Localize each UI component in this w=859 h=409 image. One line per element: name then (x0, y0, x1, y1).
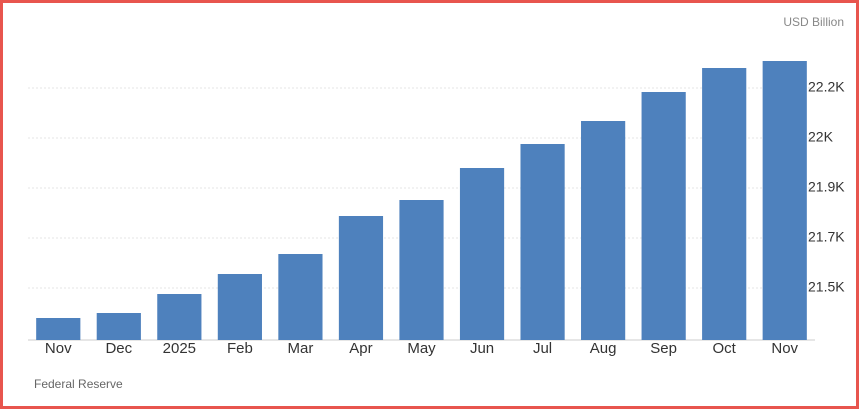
x-tick-label: Nov (771, 340, 798, 357)
bar (762, 61, 807, 340)
bar (641, 92, 686, 340)
unit-label: USD Billion (783, 15, 844, 29)
bar (278, 254, 323, 340)
x-tick-label: 2025 (163, 340, 196, 357)
source: Federal Reserve (34, 377, 123, 391)
bar (581, 121, 626, 340)
x-tick-label: Jun (470, 340, 494, 357)
bar (96, 313, 141, 340)
y-tick-label: 22K (808, 129, 834, 145)
x-tick-label: Apr (349, 340, 372, 357)
x-tick-label: Feb (227, 340, 253, 357)
x-tick-label: Aug (590, 340, 617, 357)
bar (459, 168, 505, 340)
bar (702, 68, 747, 340)
y-tick-label: 21.7K (808, 229, 845, 245)
x-tick-label: May (407, 340, 436, 357)
x-tick-label: Jul (533, 340, 552, 357)
x-tick-label: Oct (713, 340, 737, 357)
bar (157, 294, 202, 340)
y-tick-label: 22.2K (808, 79, 845, 95)
y-tick-label: 21.5K (808, 279, 845, 295)
bar (217, 274, 262, 340)
y-tick-label: 21.9K (808, 179, 845, 195)
bar (520, 144, 565, 340)
bar (36, 318, 81, 340)
x-tick-label: Mar (288, 340, 314, 357)
x-tick-label: Nov (45, 340, 72, 357)
x-tick-label: Dec (105, 340, 132, 357)
bar (399, 200, 444, 340)
x-tick-label: Sep (650, 340, 677, 357)
bar (338, 216, 384, 340)
